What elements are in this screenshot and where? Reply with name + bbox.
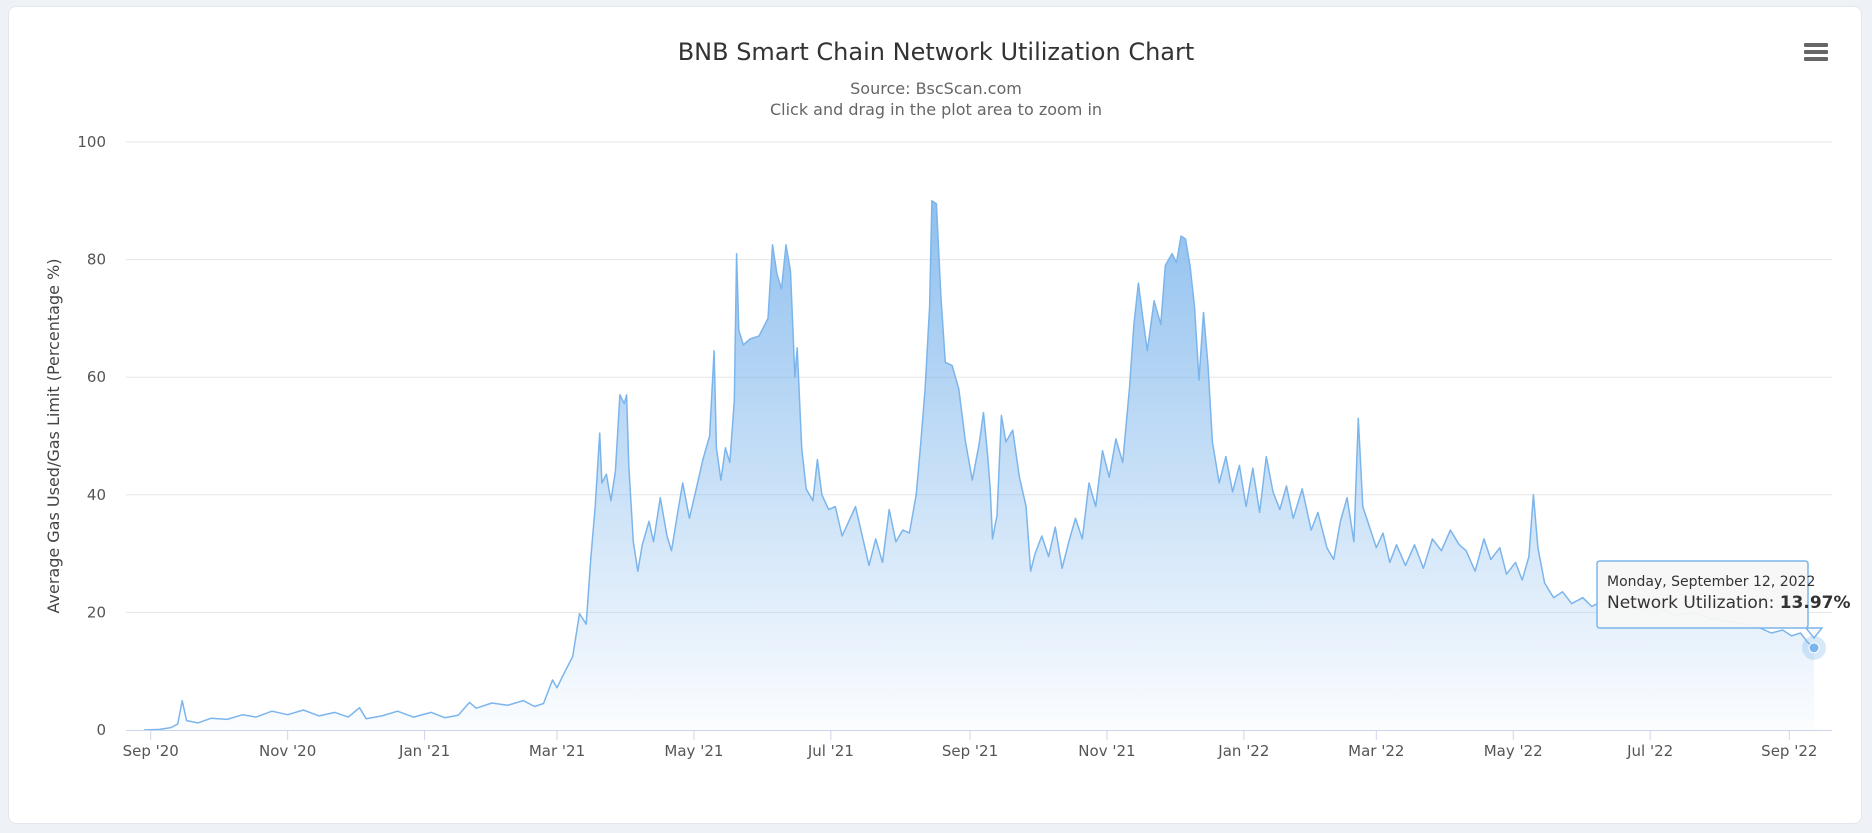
x-tick-label: Sep '21 [942, 742, 998, 760]
hover-point-marker [1802, 635, 1826, 660]
series-area-network-utilization [144, 200, 1814, 731]
chart-zoom-hint: Click and drag in the plot area to zoom … [770, 100, 1102, 119]
tooltip-value: 13.97% [1780, 593, 1851, 613]
y-tick-label: 0 [96, 721, 106, 739]
y-axis-title: Average Gas Used/Gas Limit (Percentage %… [44, 258, 63, 613]
x-tick-label: Nov '21 [1078, 742, 1135, 760]
hamburger-menu-icon[interactable] [1804, 43, 1828, 61]
y-tick-label: 80 [87, 251, 106, 269]
series-line-network-utilization[interactable] [143, 200, 1815, 731]
tooltip-date: Monday, September 12, 2022 [1607, 574, 1815, 590]
x-axis-tick-labels: Sep '20 Nov '20 Jan '21 Mar '21 May '21 Jul '… [123, 730, 1817, 760]
x-tick-label: May '21 [664, 742, 723, 760]
tooltip-value-line: Network Utilization: 13.97% [1607, 593, 1851, 613]
x-tick-label: Mar '21 [529, 742, 585, 760]
x-tick-label: May '22 [1484, 742, 1543, 760]
chart-subtitle: Source: BscScan.com [850, 79, 1022, 98]
x-tick-label: Jan '22 [1217, 742, 1269, 760]
y-axis-tick-labels: 0 20 40 60 80 100 [77, 133, 106, 739]
chart-title: BNB Smart Chain Network Utilization Char… [678, 38, 1195, 66]
tooltip: Monday, September 12, 2022 Network Utili… [1596, 560, 1851, 640]
x-tick-label: Sep '20 [123, 742, 179, 760]
x-tick-label: Nov '20 [259, 742, 316, 760]
x-tick-label: Jul '22 [1626, 742, 1673, 760]
x-tick-label: Mar '22 [1348, 742, 1404, 760]
y-tick-label: 40 [87, 486, 106, 504]
y-tick-label: 60 [87, 368, 106, 386]
y-tick-label: 20 [87, 603, 106, 621]
x-tick-label: Sep '22 [1761, 742, 1817, 760]
y-tick-label: 100 [77, 133, 106, 151]
x-tick-label: Jul '21 [807, 742, 854, 760]
x-tick-label: Jan '21 [398, 742, 450, 760]
tooltip-series-label: Network Utilization: [1607, 593, 1780, 613]
